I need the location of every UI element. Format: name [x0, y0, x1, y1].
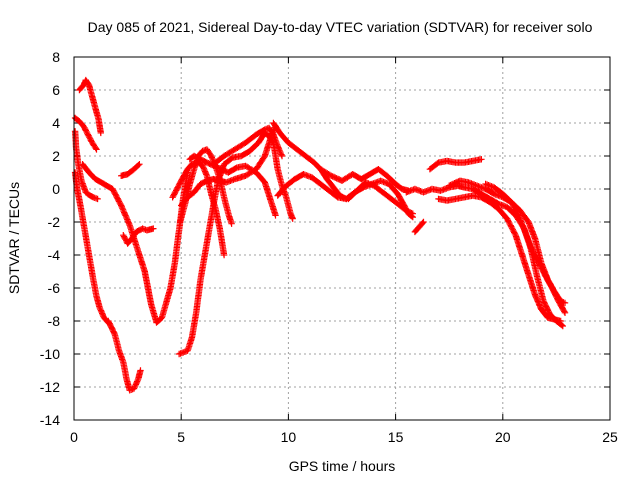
point-markers: [71, 114, 100, 153]
y-tick-label: -14: [40, 412, 60, 428]
point-markers: [105, 317, 144, 394]
data-points: [71, 76, 569, 394]
y-tick-label: -6: [48, 280, 61, 296]
series-track-14: [212, 124, 286, 166]
series-track-08: [118, 161, 143, 179]
plot-frame: [73, 56, 611, 421]
series-track-15: [270, 119, 350, 203]
chart-title: Day 085 of 2021, Sidereal Day-to-day VTE…: [88, 19, 593, 35]
series-track-24: [411, 218, 427, 236]
x-tick-label: 15: [388, 429, 404, 445]
point-markers: [411, 218, 427, 236]
point-markers: [317, 166, 412, 194]
point-markers: [169, 159, 228, 259]
point-markers: [482, 180, 569, 316]
y-tick-label: -8: [48, 313, 61, 329]
y-tick-label: 8: [52, 49, 60, 65]
y-tick-label: 6: [52, 82, 60, 98]
series-track-17: [317, 166, 412, 194]
series-track-01: [76, 76, 104, 137]
y-tick-label: -10: [40, 346, 60, 362]
point-markers: [435, 192, 564, 325]
x-axis-label: GPS time / hours: [289, 458, 396, 474]
series-track-22: [482, 180, 569, 316]
series-track-05: [71, 169, 112, 326]
y-tick-label: 0: [52, 181, 60, 197]
axis-ticks: 0 5 10 15 20 25 -14 -12 -10 -8 -6 -4 -2 0 2 4 6 8: [40, 49, 618, 445]
point-markers: [120, 225, 157, 247]
series-track-12: [186, 152, 279, 219]
point-markers: [345, 179, 416, 217]
y-tick-label: -2: [48, 214, 61, 230]
series-track-23: [426, 156, 485, 173]
x-tick-label: 5: [177, 429, 185, 445]
series-track-20: [435, 192, 564, 325]
x-tick-label: 0: [70, 429, 78, 445]
y-tick-label: 4: [52, 115, 60, 131]
series-track-11: [176, 146, 235, 227]
series-track-06: [105, 317, 144, 394]
point-markers: [176, 146, 235, 227]
series-track-07: [120, 225, 157, 247]
series-track-13: [178, 123, 279, 209]
x-tick-label: 20: [495, 429, 511, 445]
y-tick-label: -12: [40, 379, 60, 395]
point-markers: [118, 161, 143, 179]
point-markers: [76, 76, 104, 137]
x-tick-label: 25: [602, 429, 618, 445]
x-tick-label: 10: [281, 429, 297, 445]
series-track-03: [71, 128, 101, 203]
y-tick-label: -4: [48, 247, 61, 263]
point-markers: [270, 119, 350, 203]
series-track-18: [345, 179, 416, 217]
y-tick-label: 2: [52, 148, 60, 164]
y-axis-label: SDTVAR / TECUs: [6, 182, 22, 294]
series-track-02: [71, 114, 100, 153]
series-track-10: [169, 159, 228, 259]
point-markers: [71, 169, 112, 326]
point-markers: [212, 124, 286, 166]
point-markers: [71, 128, 101, 203]
point-markers: [178, 123, 279, 209]
point-markers: [426, 156, 485, 173]
point-markers: [186, 152, 279, 219]
